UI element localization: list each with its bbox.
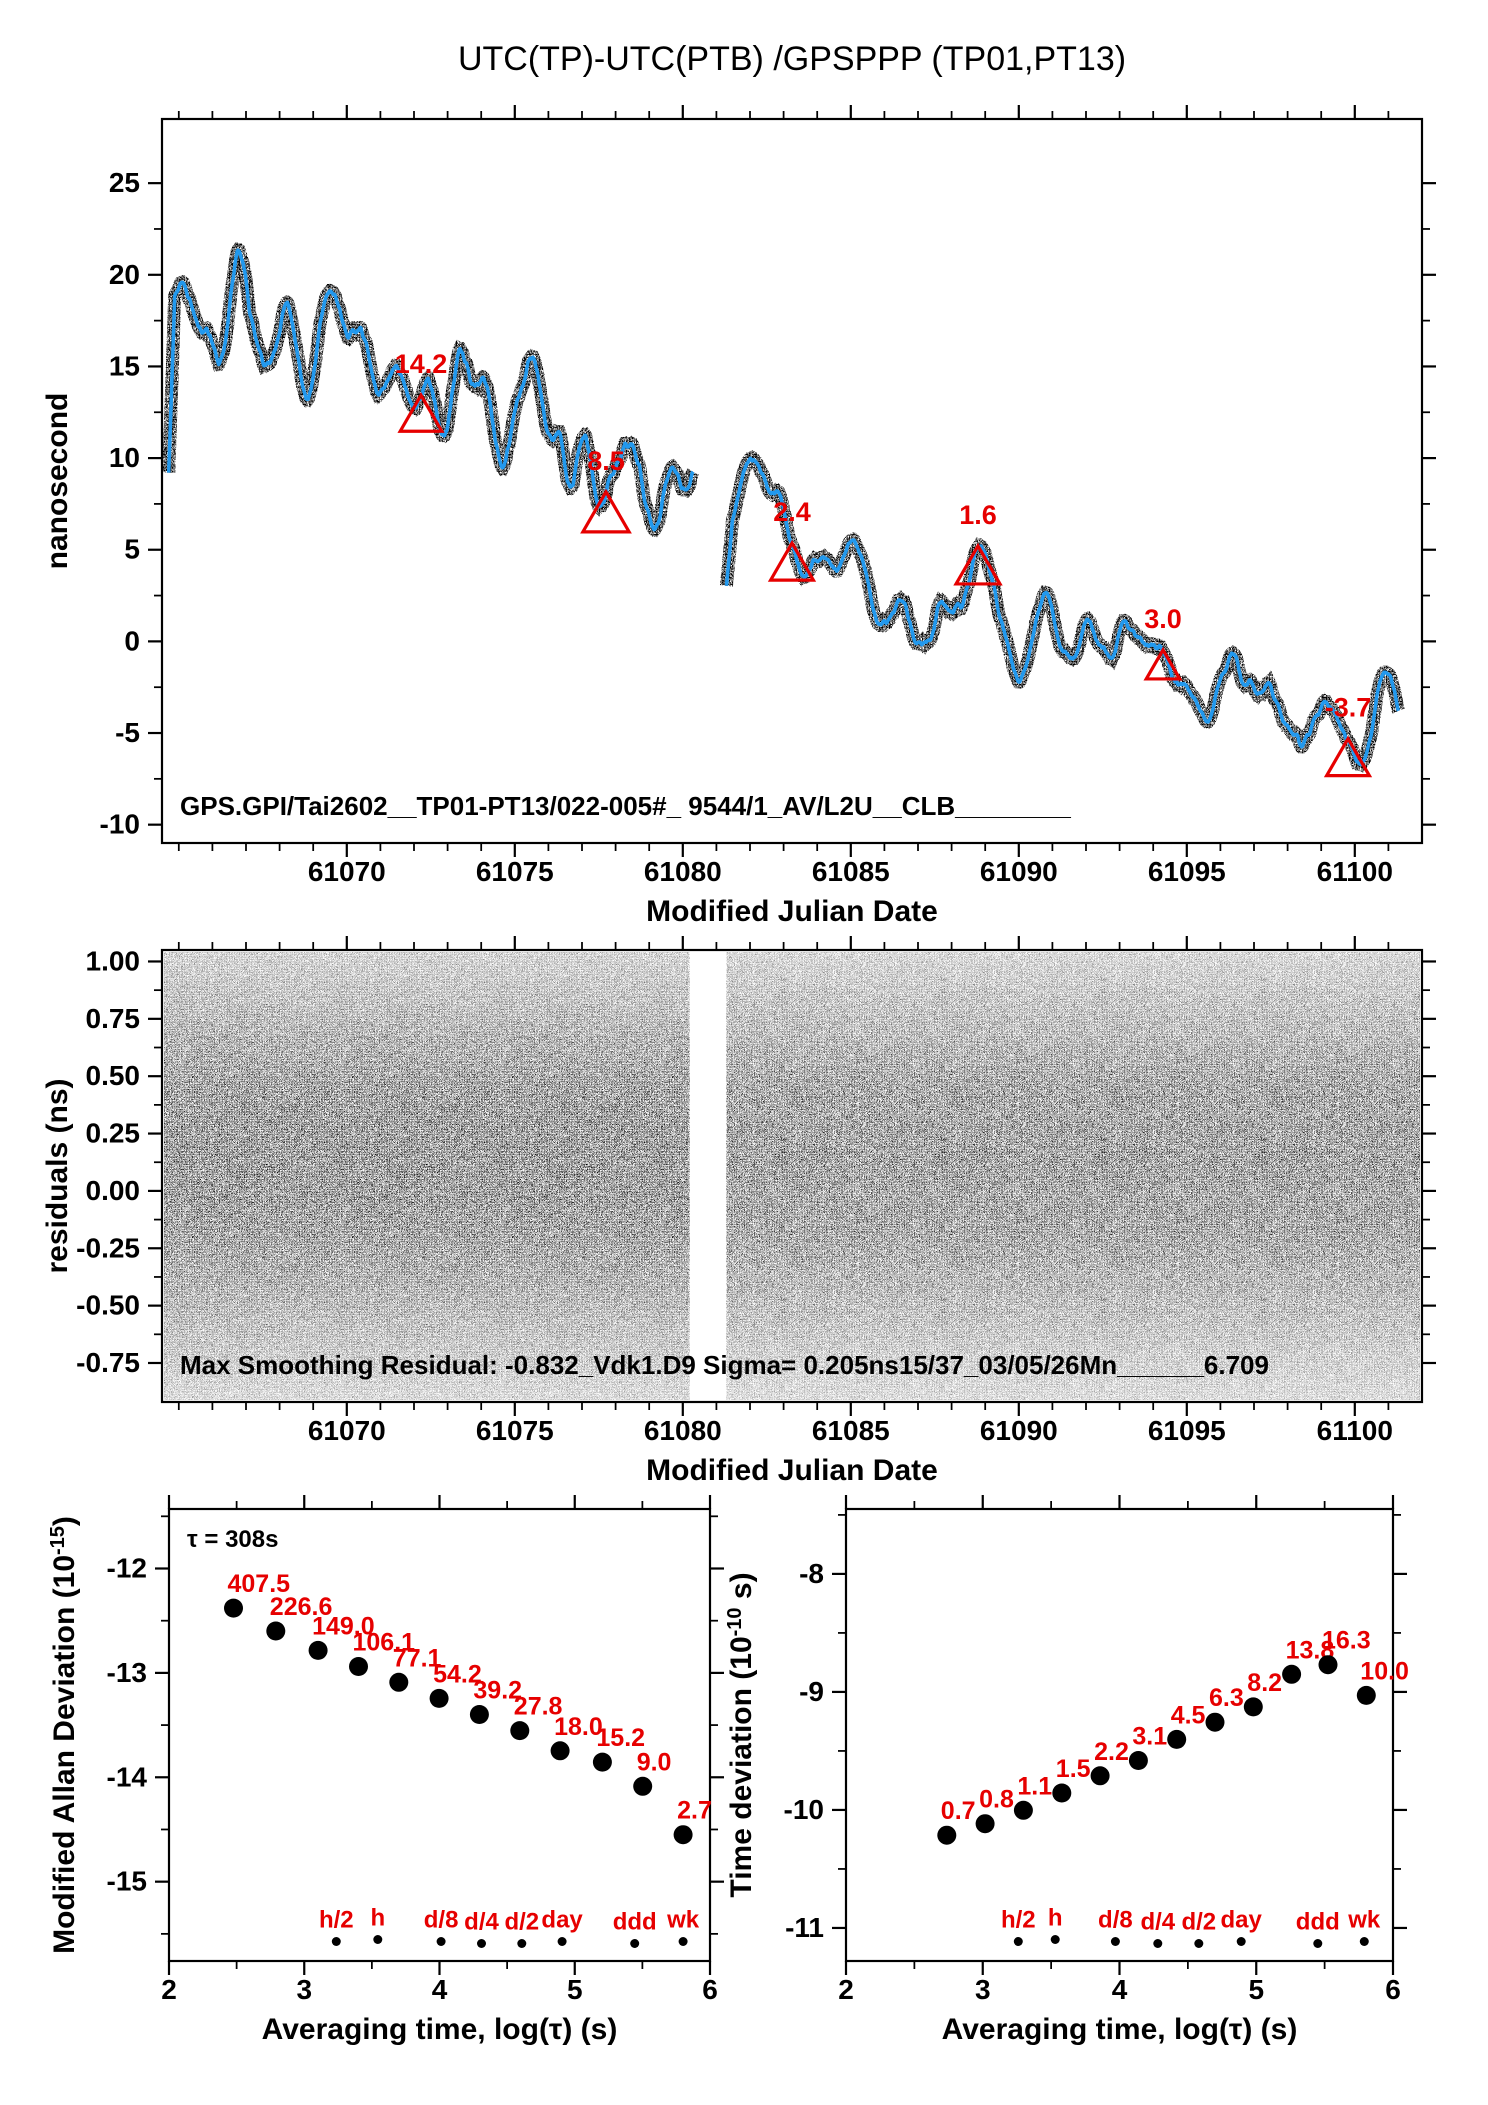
svg-text:3: 3	[975, 1974, 991, 2005]
svg-text:h: h	[370, 1905, 385, 1932]
svg-text:Modified Allan Deviation (10-1: Modified Allan Deviation (10-15)	[47, 1516, 81, 1954]
svg-text:5: 5	[124, 534, 140, 565]
svg-text:Averaging time, log(τ) (s): Averaging time, log(τ) (s)	[942, 2013, 1298, 2046]
svg-text:-13: -13	[107, 1657, 147, 1688]
svg-text:4: 4	[1112, 1974, 1128, 2005]
svg-text:ddd: ddd	[1296, 1909, 1340, 1936]
svg-text:-5: -5	[115, 717, 140, 748]
svg-text:61075: 61075	[476, 856, 554, 887]
svg-text:UTC(TP)-UTC(PTB) /GPSPPP (: UTC(TP)-UTC(PTB) /GPSPPP (TP01,PT13)	[458, 40, 1126, 78]
svg-text:d/2: d/2	[504, 1909, 539, 1936]
svg-text:15: 15	[109, 350, 140, 381]
svg-text:-0.75: -0.75	[76, 1347, 140, 1378]
svg-text:6.3: 6.3	[1209, 1684, 1244, 1712]
svg-text:-3.7: -3.7	[1325, 693, 1372, 723]
svg-text:day: day	[541, 1907, 583, 1934]
svg-text:3: 3	[296, 1974, 312, 2005]
svg-text:61080: 61080	[644, 856, 722, 887]
svg-text:61100: 61100	[1317, 856, 1393, 887]
svg-text:1.1: 1.1	[1017, 1772, 1052, 1800]
svg-text:-8: -8	[799, 1558, 824, 1589]
svg-text:-14: -14	[107, 1761, 148, 1792]
svg-text:1.5: 1.5	[1056, 1755, 1091, 1783]
svg-text:ddd: ddd	[613, 1909, 657, 1936]
svg-text:61090: 61090	[980, 1415, 1058, 1446]
svg-text:d/8: d/8	[1098, 1907, 1133, 1934]
svg-text:16.3: 16.3	[1322, 1627, 1371, 1655]
svg-text:2: 2	[838, 1974, 854, 2005]
svg-text:-10: -10	[784, 1794, 824, 1825]
svg-text:h/2: h/2	[1001, 1907, 1036, 1934]
svg-text:20: 20	[109, 259, 140, 290]
svg-text:1.00: 1.00	[86, 945, 141, 976]
svg-text:0.75: 0.75	[86, 1003, 141, 1034]
svg-text:0.8: 0.8	[979, 1786, 1014, 1814]
svg-text:61070: 61070	[308, 1415, 386, 1446]
svg-text:Modified Julian Date: Modified Julian Date	[646, 1454, 938, 1487]
svg-text:d/4: d/4	[464, 1909, 499, 1936]
svg-text:d/2: d/2	[1181, 1909, 1216, 1936]
svg-text:61070: 61070	[308, 856, 386, 887]
svg-text:5: 5	[1248, 1974, 1264, 2005]
svg-text:10.0: 10.0	[1360, 1657, 1409, 1685]
svg-text:-15: -15	[107, 1866, 147, 1897]
svg-text:h/2: h/2	[319, 1907, 354, 1934]
svg-text:10: 10	[109, 442, 140, 473]
svg-text:1.6: 1.6	[959, 500, 997, 530]
svg-text:2.2: 2.2	[1094, 1738, 1129, 1766]
svg-text:nanosecond: nanosecond	[41, 393, 74, 570]
svg-text:residuals (ns): residuals (ns)	[41, 1078, 74, 1273]
svg-text:25: 25	[109, 167, 140, 198]
svg-text:h: h	[1048, 1905, 1063, 1932]
svg-text:4: 4	[432, 1974, 448, 2005]
svg-text:3.1: 3.1	[1132, 1723, 1167, 1751]
svg-text:0.25: 0.25	[86, 1118, 141, 1149]
svg-text:GPS.GPI/Tai2602__TP01-PT13/022: GPS.GPI/Tai2602__TP01-PT13/022-005#_ 954…	[180, 791, 1071, 821]
svg-text:-0.25: -0.25	[76, 1232, 140, 1263]
svg-text:wk: wk	[666, 1907, 700, 1934]
svg-text:61090: 61090	[980, 856, 1058, 887]
svg-text:Averaging time, log(τ) (s): Averaging time, log(τ) (s)	[262, 2013, 618, 2046]
svg-text:-9: -9	[799, 1676, 824, 1707]
svg-text:-10: -10	[100, 809, 140, 840]
svg-text:0.00: 0.00	[86, 1175, 141, 1206]
svg-text:day: day	[1221, 1907, 1263, 1934]
svg-text:61085: 61085	[812, 1415, 890, 1446]
svg-text:61100: 61100	[1317, 1415, 1393, 1446]
svg-text:61095: 61095	[1148, 1415, 1226, 1446]
svg-text:0: 0	[124, 625, 140, 656]
svg-text:61095: 61095	[1148, 856, 1226, 887]
svg-text:Modified Julian Date: Modified Julian Date	[646, 895, 938, 928]
svg-text:2.7: 2.7	[677, 1797, 712, 1825]
svg-text:4.5: 4.5	[1171, 1701, 1206, 1729]
svg-text:2.4: 2.4	[773, 497, 811, 527]
svg-text:61075: 61075	[476, 1415, 554, 1446]
svg-text:14.2: 14.2	[395, 349, 448, 379]
svg-text:d/4: d/4	[1140, 1909, 1175, 1936]
svg-text:wk: wk	[1347, 1907, 1381, 1934]
svg-text:61085: 61085	[812, 856, 890, 887]
svg-text:2: 2	[161, 1974, 177, 2005]
svg-text:61080: 61080	[644, 1415, 722, 1446]
svg-text:5: 5	[567, 1974, 583, 2005]
svg-text:τ = 308s: τ = 308s	[187, 1526, 278, 1553]
svg-text:0.50: 0.50	[86, 1060, 141, 1091]
svg-text:8.2: 8.2	[1247, 1669, 1282, 1697]
svg-text:6: 6	[1385, 1974, 1401, 2005]
svg-text:-12: -12	[107, 1553, 147, 1584]
svg-text:-11: -11	[785, 1912, 824, 1943]
svg-text:8.5: 8.5	[587, 446, 625, 476]
svg-text:-0.50: -0.50	[76, 1290, 140, 1321]
svg-text:9.0: 9.0	[637, 1748, 672, 1776]
svg-text:0.7: 0.7	[941, 1797, 976, 1825]
svg-text:Max Smoothing Residual: -0.832: Max Smoothing Residual: -0.832_Vdk1.D9 S…	[180, 1350, 1269, 1380]
svg-text:6: 6	[702, 1974, 718, 2005]
svg-text:d/8: d/8	[424, 1907, 459, 1934]
svg-text:3.0: 3.0	[1144, 604, 1182, 634]
